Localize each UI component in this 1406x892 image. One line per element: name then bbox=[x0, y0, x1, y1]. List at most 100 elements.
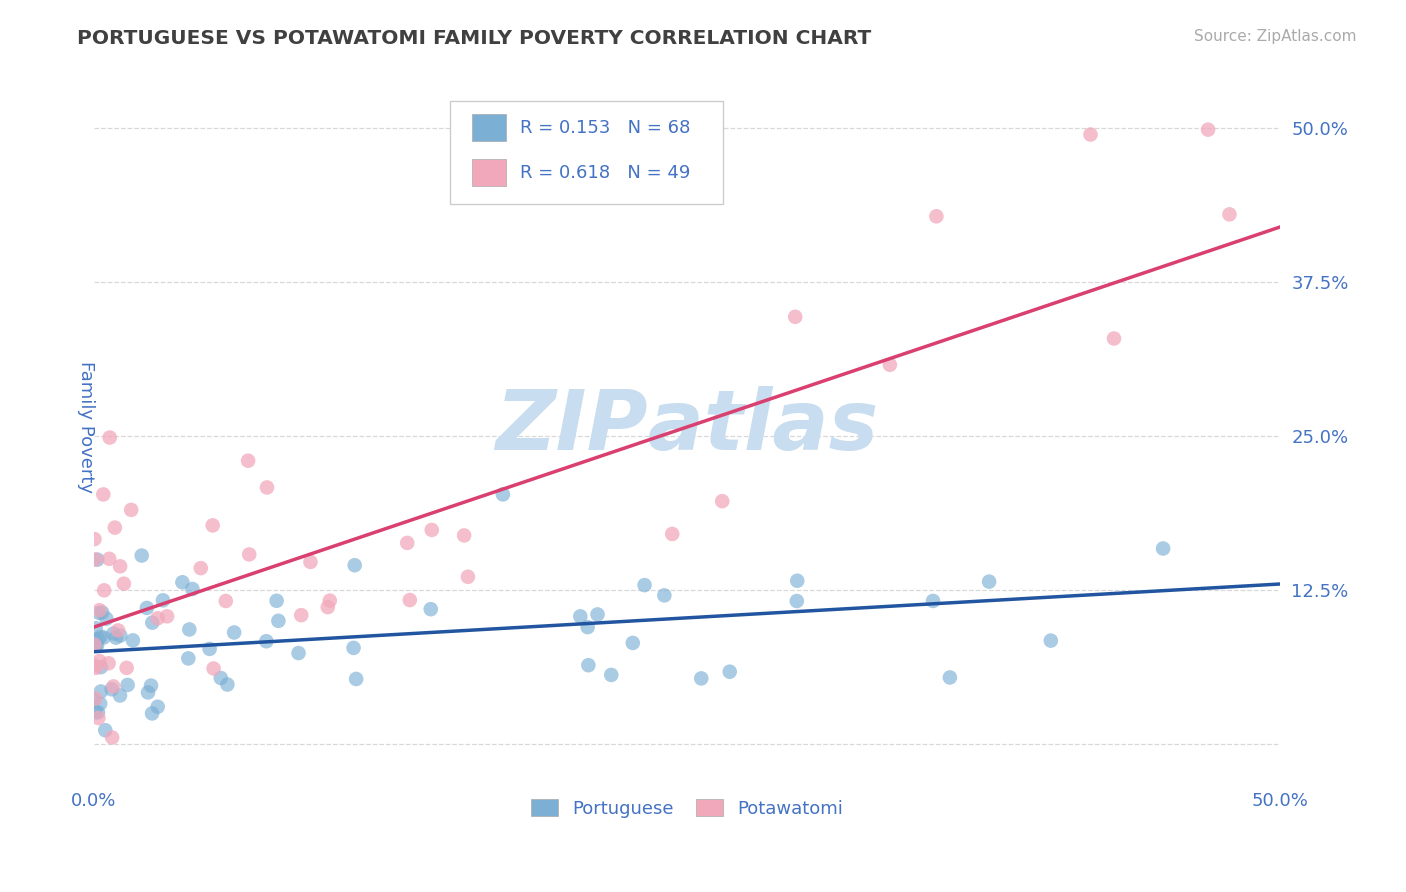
Point bbox=[104, 520, 127, 534]
Point bbox=[344, 672, 367, 686]
Point bbox=[576, 620, 599, 634]
Text: PORTUGUESE VS POTAWATOMI FAMILY POVERTY CORRELATION CHART: PORTUGUESE VS POTAWATOMI FAMILY POVERTY … bbox=[77, 29, 872, 47]
Point bbox=[91, 606, 114, 620]
Point bbox=[135, 601, 157, 615]
Point bbox=[131, 549, 153, 563]
Point bbox=[94, 723, 117, 738]
Point bbox=[396, 536, 419, 550]
Point bbox=[177, 651, 200, 665]
Point bbox=[343, 558, 366, 573]
Point bbox=[198, 641, 221, 656]
Point bbox=[87, 706, 110, 720]
Point bbox=[84, 705, 107, 719]
Point bbox=[1039, 633, 1062, 648]
Point bbox=[84, 691, 107, 706]
FancyBboxPatch shape bbox=[450, 102, 723, 204]
Point bbox=[190, 561, 212, 575]
Point bbox=[299, 555, 322, 569]
Point bbox=[96, 612, 118, 626]
Point bbox=[786, 574, 808, 588]
Point bbox=[83, 692, 105, 706]
Point bbox=[654, 588, 676, 602]
Point bbox=[152, 593, 174, 607]
Point bbox=[141, 615, 163, 630]
Point bbox=[141, 706, 163, 721]
Point bbox=[83, 639, 105, 653]
Point bbox=[83, 633, 105, 648]
Point bbox=[107, 624, 129, 638]
Point bbox=[633, 578, 655, 592]
Point bbox=[939, 670, 962, 684]
Point bbox=[925, 209, 948, 223]
Point bbox=[110, 629, 132, 643]
Point bbox=[576, 658, 599, 673]
Point bbox=[89, 603, 111, 617]
Point bbox=[267, 614, 290, 628]
Point bbox=[86, 552, 108, 566]
Point bbox=[621, 636, 644, 650]
Point bbox=[93, 583, 115, 598]
Point bbox=[711, 494, 734, 508]
Point bbox=[457, 570, 479, 584]
Point bbox=[254, 634, 277, 648]
Point bbox=[104, 631, 127, 645]
Point bbox=[238, 548, 260, 562]
Point bbox=[236, 453, 259, 467]
Point bbox=[1218, 207, 1240, 221]
Point bbox=[179, 623, 201, 637]
Point bbox=[112, 576, 135, 591]
Legend: Portuguese, Potawatomi: Portuguese, Potawatomi bbox=[524, 792, 851, 825]
Point bbox=[342, 640, 364, 655]
FancyBboxPatch shape bbox=[472, 159, 506, 186]
Point bbox=[100, 682, 122, 697]
Point bbox=[922, 594, 945, 608]
Point bbox=[93, 631, 115, 645]
Point bbox=[84, 661, 107, 675]
Point bbox=[1102, 331, 1125, 345]
Point bbox=[786, 594, 808, 608]
Point bbox=[87, 606, 110, 620]
Point bbox=[83, 532, 105, 546]
Point bbox=[89, 654, 111, 668]
Text: ZIP​atlas: ZIP​atlas bbox=[495, 386, 879, 467]
Point bbox=[101, 731, 124, 745]
Point bbox=[83, 638, 105, 652]
Point bbox=[86, 639, 108, 653]
Point bbox=[97, 657, 120, 671]
Point bbox=[209, 671, 232, 685]
Point bbox=[256, 480, 278, 494]
Point bbox=[87, 711, 110, 725]
Point bbox=[1080, 128, 1102, 142]
Point bbox=[215, 594, 238, 608]
Point bbox=[83, 658, 105, 673]
Point bbox=[122, 633, 145, 648]
Point bbox=[1152, 541, 1174, 556]
Point bbox=[139, 679, 162, 693]
Point bbox=[202, 661, 225, 675]
Point bbox=[89, 630, 111, 644]
Text: R = 0.618   N = 49: R = 0.618 N = 49 bbox=[520, 163, 690, 182]
Point bbox=[181, 582, 204, 596]
Point bbox=[91, 487, 114, 501]
Point bbox=[103, 680, 125, 694]
Point bbox=[586, 607, 609, 622]
Point bbox=[156, 609, 179, 624]
Point bbox=[492, 487, 515, 501]
Point bbox=[1197, 122, 1219, 136]
Point bbox=[146, 699, 169, 714]
Point bbox=[90, 660, 112, 674]
Point bbox=[879, 358, 901, 372]
Point bbox=[290, 608, 312, 623]
Point bbox=[316, 600, 339, 615]
Point bbox=[224, 625, 246, 640]
Point bbox=[108, 689, 131, 703]
Point bbox=[319, 593, 342, 607]
Point bbox=[600, 668, 623, 682]
Point bbox=[120, 503, 142, 517]
Text: Source: ZipAtlas.com: Source: ZipAtlas.com bbox=[1194, 29, 1357, 44]
Point bbox=[84, 621, 107, 635]
Point bbox=[89, 697, 111, 711]
Point bbox=[172, 575, 194, 590]
Point bbox=[419, 602, 441, 616]
Point bbox=[108, 559, 131, 574]
